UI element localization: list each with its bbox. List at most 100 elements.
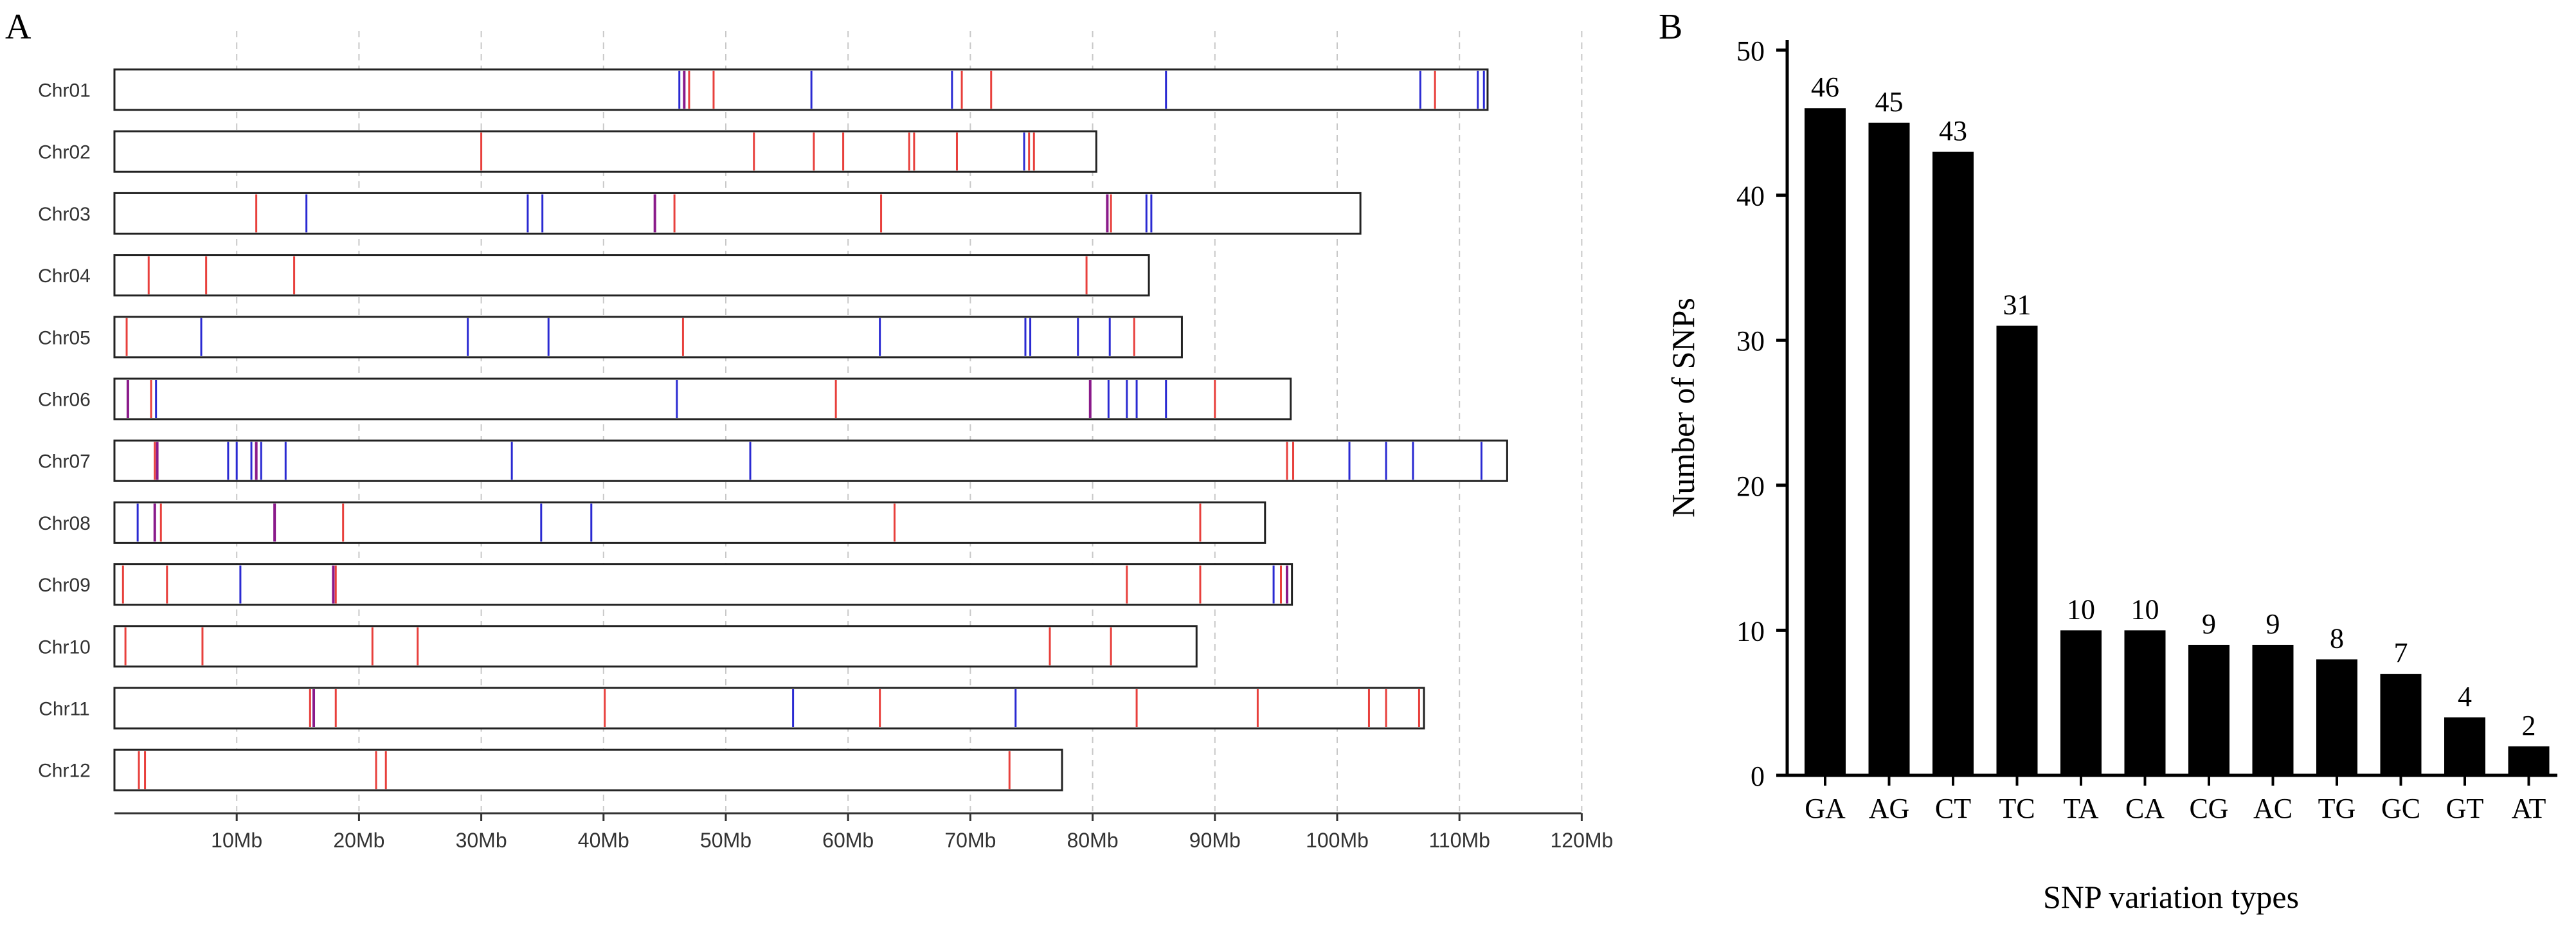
y-axis-title: Number of SNPs (1665, 298, 1701, 518)
chromosome-chr12: Chr12 (38, 748, 1063, 791)
bar-value-label: 10 (2131, 593, 2159, 625)
bar-tg (2316, 659, 2357, 775)
chromosome-bar (113, 748, 1063, 791)
x-tick-label: TA (2063, 793, 2098, 824)
bar-gt (2444, 717, 2485, 775)
bar-ac (2252, 644, 2294, 775)
tick-label-50mb: 50Mb (700, 829, 752, 852)
tick-label-60mb: 60Mb (822, 829, 874, 852)
x-tick-label: GT (2446, 793, 2484, 824)
bar-group-ac: 9 AC (2252, 608, 2294, 824)
chromosome-chr02: Chr02 (38, 130, 1097, 173)
bar-value-label: 43 (1939, 115, 1967, 147)
chromosome-chr06: Chr06 (38, 377, 1292, 420)
bar-group-tg: 8 TG (2316, 623, 2357, 824)
chromosome-chr05: Chr05 (38, 316, 1183, 359)
chromosome-label: Chr02 (38, 142, 91, 163)
chromosome-chr08: Chr08 (38, 501, 1266, 544)
y-tick-label-40: 40 (1736, 181, 1765, 212)
chromosome-label: Chr06 (38, 390, 91, 411)
bar-cg (2188, 644, 2229, 775)
bar-value-label: 9 (2202, 608, 2216, 640)
x-tick-label: CA (2125, 793, 2165, 824)
bar-value-label: 2 (2522, 710, 2536, 741)
bar-group-gc: 7 GC (2380, 637, 2422, 824)
chromosome-bar (113, 687, 1425, 730)
chromosome-label: Chr09 (38, 575, 91, 596)
x-tick-label: AT (2512, 793, 2546, 824)
chromosome-chr04: Chr04 (38, 254, 1150, 297)
y-tick-label-50: 50 (1736, 35, 1765, 67)
chromosome-chr10: Chr10 (38, 625, 1198, 668)
y-tick-label-0: 0 (1751, 761, 1765, 792)
bar-group-gt: 4 GT (2444, 681, 2485, 824)
x-tick-label: TG (2318, 793, 2356, 824)
x-tick-label: AC (2253, 793, 2292, 824)
chromosome-bar (113, 254, 1150, 297)
bar-value-label: 45 (1875, 86, 1904, 118)
tick-label-110mb: 110Mb (1428, 829, 1490, 852)
chromosome-label: Chr01 (38, 80, 91, 102)
bar-ta (2060, 630, 2102, 775)
tick-label-20mb: 20Mb (333, 829, 384, 852)
y-tick-label-20: 20 (1736, 471, 1765, 502)
chromosome-rows: Chr01 Chr02 Chr03 Chr04 Chr05 Chr06 Chr07 Chr08… (38, 68, 1508, 791)
x-tick-label: AG (1869, 793, 1910, 824)
chromosome-chr11: Chr11 (39, 687, 1425, 730)
chromosome-bar (113, 625, 1198, 668)
bar-group-at: 2 AT (2508, 710, 2550, 824)
bar-value-label: 4 (2458, 681, 2472, 712)
chromosome-label: Chr07 (38, 451, 91, 473)
bars: 46 GA 45 AG 43 CT 31 TC 10 TA 10 CA 9 CG 9 AC 8 TG 7 GC 4 GT 2… (1805, 71, 2550, 824)
chromosome-label: Chr10 (38, 636, 91, 658)
bar-value-label: 9 (2266, 608, 2280, 640)
chromosome-chr01: Chr01 (38, 68, 1489, 111)
y-tick-label-10: 10 (1736, 615, 1765, 647)
x-tick-label: CG (2189, 793, 2228, 824)
bar-group-ct: 43 CT (1932, 115, 1974, 824)
bar-group-ca: 10 CA (2124, 593, 2166, 824)
chromosome-bar (113, 316, 1183, 359)
chromosome-chr07: Chr07 (38, 439, 1508, 482)
tick-label-70mb: 70Mb (944, 829, 996, 852)
y-tick-label-30: 30 (1736, 325, 1765, 357)
chromosome-label: Chr12 (38, 761, 91, 782)
bar-at (2508, 746, 2550, 775)
chromosome-label: Chr08 (38, 513, 91, 534)
chromosome-bar (113, 192, 1362, 235)
bar-group-ag: 45 AG (1868, 86, 1910, 824)
panel-a-label: A (5, 7, 32, 47)
bar-group-tc: 31 TC (1996, 289, 2038, 824)
chromosome-bar (113, 130, 1097, 173)
chromosome-label: Chr11 (39, 699, 89, 720)
tick-label-120mb: 120Mb (1550, 829, 1613, 852)
bar-value-label: 8 (2330, 623, 2344, 654)
tick-label-30mb: 30Mb (456, 829, 507, 852)
bar-value-label: 10 (2067, 593, 2095, 625)
bar-value-label: 46 (1811, 71, 1839, 103)
tick-label-10mb: 10Mb (211, 829, 262, 852)
bar-gc (2380, 674, 2422, 775)
chromosome-bar (113, 439, 1508, 482)
x-axis-title: SNP variation types (2043, 879, 2299, 915)
bar-group-cg: 9 CG (2188, 608, 2229, 824)
tick-label-80mb: 80Mb (1067, 829, 1119, 852)
chromosome-bar (113, 563, 1293, 606)
x-tick-label: CT (1935, 793, 1971, 824)
bar-ag (1868, 122, 1910, 776)
bar-tc (1996, 325, 2038, 775)
chromosome-bar (113, 501, 1266, 544)
chromosome-chr03: Chr03 (38, 192, 1362, 235)
chromosome-bar (113, 377, 1292, 420)
chromosome-map: Chr01 Chr02 Chr03 Chr04 Chr05 Chr06 Chr07 Chr08… (38, 31, 1613, 852)
bar-value-label: 7 (2394, 637, 2408, 669)
tick-label-90mb: 90Mb (1189, 829, 1241, 852)
tick-label-100mb: 100Mb (1306, 829, 1369, 852)
chromosome-label: Chr03 (38, 204, 91, 225)
bar-ca (2124, 630, 2166, 775)
bar-ct (1932, 151, 1974, 776)
chromosome-bar (113, 68, 1489, 111)
bar-ga (1805, 108, 1846, 776)
panel-b-label: B (1659, 7, 1682, 47)
